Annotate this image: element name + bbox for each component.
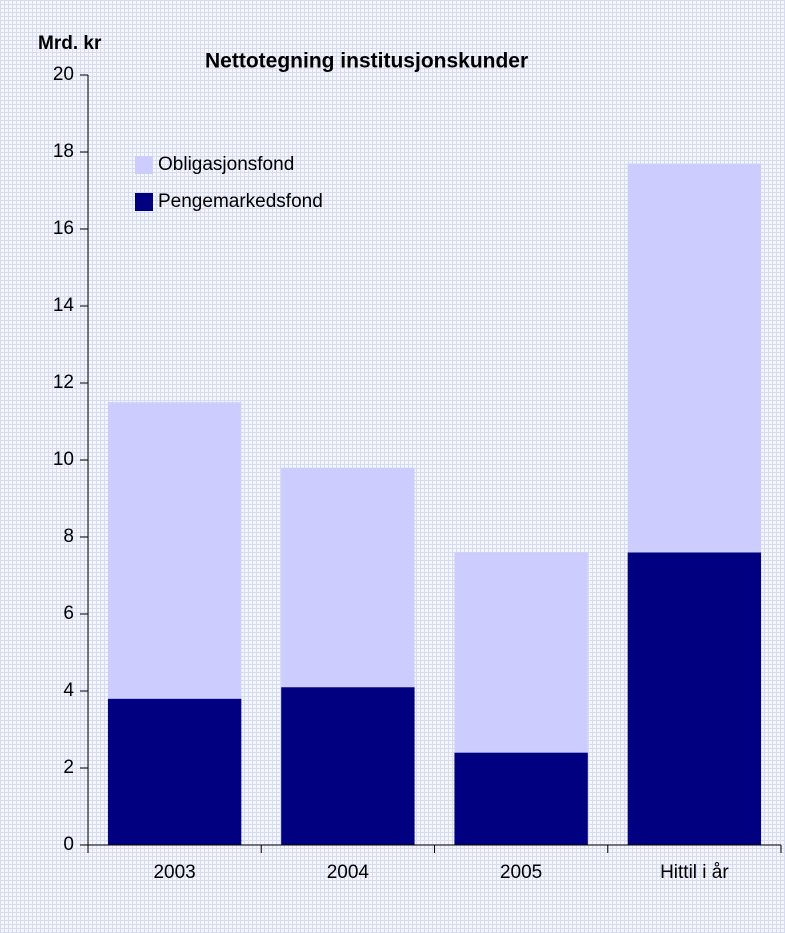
bar-segment xyxy=(107,698,242,845)
y-tick-label: 2 xyxy=(63,757,74,778)
y-tick-label: 14 xyxy=(53,295,75,316)
bar-segment xyxy=(281,467,415,688)
legend-label: Obligasjonsfond xyxy=(158,154,294,175)
chart-title: Nettotegning institusjonskunder xyxy=(205,50,528,73)
x-tick-label: 2003 xyxy=(153,862,195,883)
x-tick-label: 2005 xyxy=(500,862,542,883)
y-axis-label: Mrd. kr xyxy=(38,33,102,54)
bar-segment xyxy=(454,552,588,753)
legend-swatch xyxy=(135,156,153,174)
bar-segment xyxy=(627,163,762,553)
y-tick-label: 16 xyxy=(53,218,74,239)
y-tick-label: 4 xyxy=(63,680,74,701)
legend-swatch xyxy=(135,193,153,211)
y-tick-label: 6 xyxy=(63,603,74,624)
y-tick-label: 0 xyxy=(63,834,74,855)
y-tick-label: 10 xyxy=(53,449,74,470)
bar-segment xyxy=(107,402,242,699)
y-tick-label: 8 xyxy=(63,526,74,547)
legend-label: Pengemarkedsfond xyxy=(158,191,323,212)
bar-segment xyxy=(627,552,762,845)
y-tick-label: 18 xyxy=(53,141,74,162)
y-tick-label: 12 xyxy=(53,372,74,393)
bar-segment xyxy=(281,687,415,845)
bar-segment xyxy=(454,752,588,845)
x-tick-label: 2004 xyxy=(327,862,370,883)
y-tick-label: 20 xyxy=(53,64,74,85)
x-tick-label: Hittil i år xyxy=(660,862,729,883)
